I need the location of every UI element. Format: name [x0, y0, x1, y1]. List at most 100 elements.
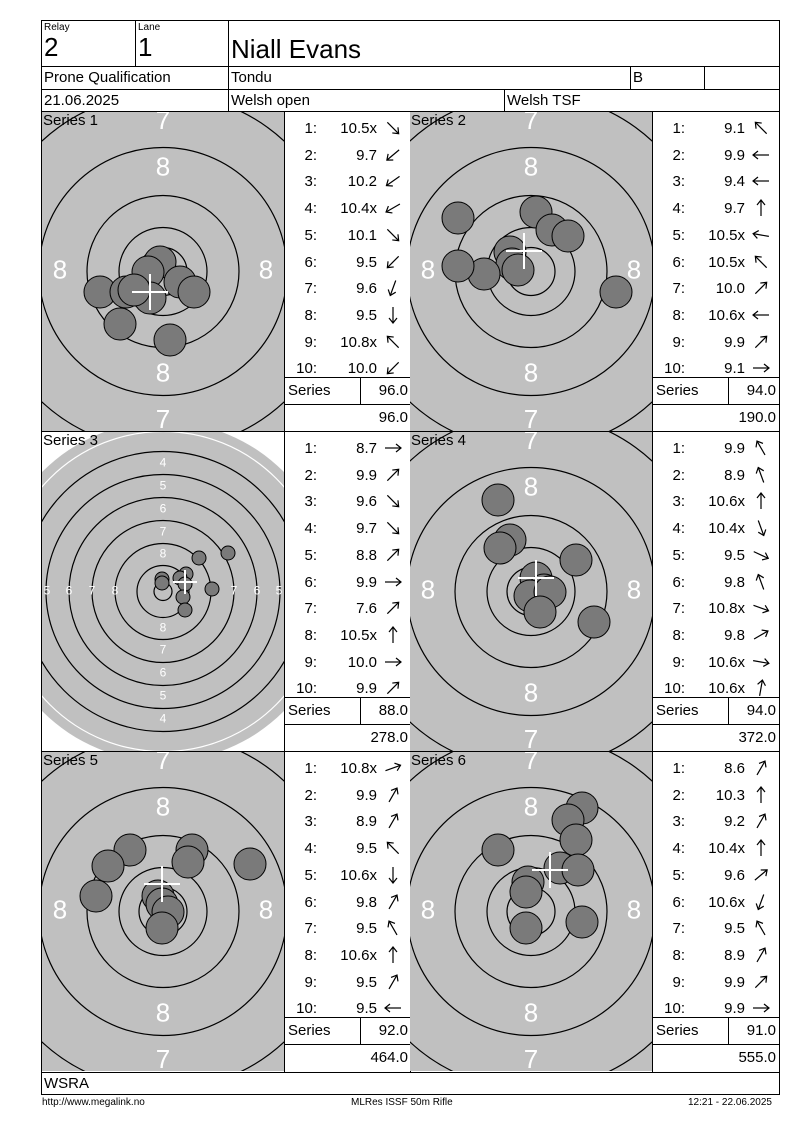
direction-arrow-icon	[385, 577, 402, 586]
cumulative-total: 190.0	[738, 409, 776, 426]
target-ring	[454, 514, 608, 669]
shot-value: 9.5	[356, 840, 377, 858]
ring-number: 8	[421, 574, 435, 604]
shot-value: 10.5x	[340, 626, 377, 644]
shot-hole-10	[117, 273, 151, 307]
shot-hole-8	[509, 875, 543, 909]
shot-value: 9.5	[356, 306, 377, 324]
shot-value: 8.9	[356, 813, 377, 831]
shot-number: 1:	[672, 760, 685, 777]
shot-value: 9.9	[724, 146, 745, 164]
shot-hole-4	[559, 543, 593, 577]
shot-number: 10:	[296, 680, 317, 698]
shot-row: 2: 9.9	[653, 143, 779, 169]
shot-number: 1:	[304, 120, 317, 137]
target-ring	[86, 834, 240, 989]
ring-number: 8	[160, 547, 167, 561]
shot-value: 10.4x	[708, 520, 745, 538]
shot-value: 10.6x	[708, 653, 745, 671]
shot-number: 8:	[672, 946, 685, 964]
shot-value: 9.9	[356, 680, 377, 698]
shot-value: 9.9	[724, 333, 745, 351]
shot-row: 9: 10.0	[285, 650, 411, 676]
direction-arrow-icon	[755, 893, 765, 910]
shot-value: 10.6x	[340, 946, 377, 964]
shot-value: 9.9	[724, 1000, 745, 1018]
shot-value: 8.8	[356, 546, 377, 564]
direction-arrow-icon	[386, 522, 400, 535]
shot-value: 10.6x	[708, 306, 745, 324]
shot-row: 1: 8.6	[653, 756, 779, 782]
shot-value: 7.6	[356, 600, 377, 618]
shot-row: 7: 9.6	[285, 276, 411, 302]
shot-number: 5:	[672, 226, 685, 244]
ring-number: 7	[156, 1044, 170, 1071]
direction-arrow-icon	[755, 573, 765, 590]
direction-arrow-icon	[384, 1003, 401, 1013]
ring-number: 8	[627, 894, 641, 924]
shot-value: 9.9	[724, 440, 745, 457]
shot-hole-8	[103, 307, 137, 341]
shot-hole-9	[501, 253, 535, 287]
shot-value: 10.0	[347, 360, 377, 378]
ring-number: 5	[276, 584, 283, 598]
shot-row: 10: 10.0	[285, 356, 411, 382]
shot-row: 1: 8.7	[285, 436, 411, 462]
shot-row: 3: 10.6x	[653, 489, 779, 515]
ring-number: 7	[524, 724, 538, 751]
series-2-target: 7 7 8 8 8 8	[410, 112, 652, 431]
shot-hole-9	[565, 905, 599, 939]
direction-arrow-icon	[388, 893, 399, 909]
shot-number: 7:	[672, 920, 685, 938]
direction-arrow-icon	[755, 920, 766, 936]
target-ring	[68, 496, 258, 687]
ring-number: 5	[44, 584, 51, 598]
shot-number: 6:	[304, 893, 317, 911]
direction-arrow-icon	[756, 947, 767, 963]
shot-number: 8:	[672, 306, 685, 324]
series-total-label: Series	[288, 382, 331, 399]
shot-value: 10.6x	[708, 680, 745, 698]
ring-number: 8	[524, 151, 538, 181]
direction-arrow-icon	[387, 280, 397, 297]
shot-value: 9.4	[724, 173, 745, 191]
shot-row: 8: 9.8	[653, 623, 779, 649]
shot-hole-1	[441, 201, 475, 235]
shot-row: 4: 9.7	[285, 516, 411, 542]
shot-row: 6: 9.9	[285, 570, 411, 596]
direction-arrow-icon	[756, 492, 766, 510]
shot-value: 9.9	[356, 466, 377, 484]
direction-arrow-icon	[387, 920, 398, 936]
target-ring	[136, 564, 190, 619]
shot-hole-10	[177, 602, 193, 618]
ring-number: 5	[160, 479, 167, 493]
ring-number: 8	[524, 997, 538, 1027]
shot-number: 6:	[672, 573, 685, 591]
shot-row: 5: 9.6	[653, 863, 779, 889]
shot-value: 9.5	[724, 920, 745, 938]
shot-row: 8: 9.5	[285, 303, 411, 329]
shot-row: 1: 9.1	[653, 116, 779, 142]
direction-arrow-icon	[757, 679, 766, 697]
shot-row: 4: 9.5	[285, 836, 411, 862]
shot-value: 9.8	[356, 893, 377, 911]
shot-row: 10: 9.9	[285, 676, 411, 702]
shot-number: 9:	[672, 653, 685, 671]
ring-number: 7	[524, 404, 538, 431]
direction-arrow-icon	[385, 762, 402, 772]
ring-number: 7	[156, 112, 170, 135]
shot-value: 10.0	[347, 653, 377, 671]
shot-value: 9.9	[724, 973, 745, 991]
target-black-area	[42, 432, 284, 751]
website-link[interactable]: http://www.megalink.no	[42, 1097, 145, 1108]
series-total: 88.0	[378, 702, 408, 719]
direction-arrow-icon	[388, 813, 399, 829]
shot-row: 1: 10.8x	[285, 756, 411, 782]
ring-number: 6	[160, 666, 167, 680]
shooter-name: Niall Evans	[231, 34, 362, 64]
target-ring	[42, 146, 284, 397]
shot-row: 10: 9.1	[653, 356, 779, 382]
direction-arrow-icon	[756, 199, 766, 217]
ring-number: 6	[160, 502, 167, 516]
direction-arrow-icon	[754, 281, 768, 295]
